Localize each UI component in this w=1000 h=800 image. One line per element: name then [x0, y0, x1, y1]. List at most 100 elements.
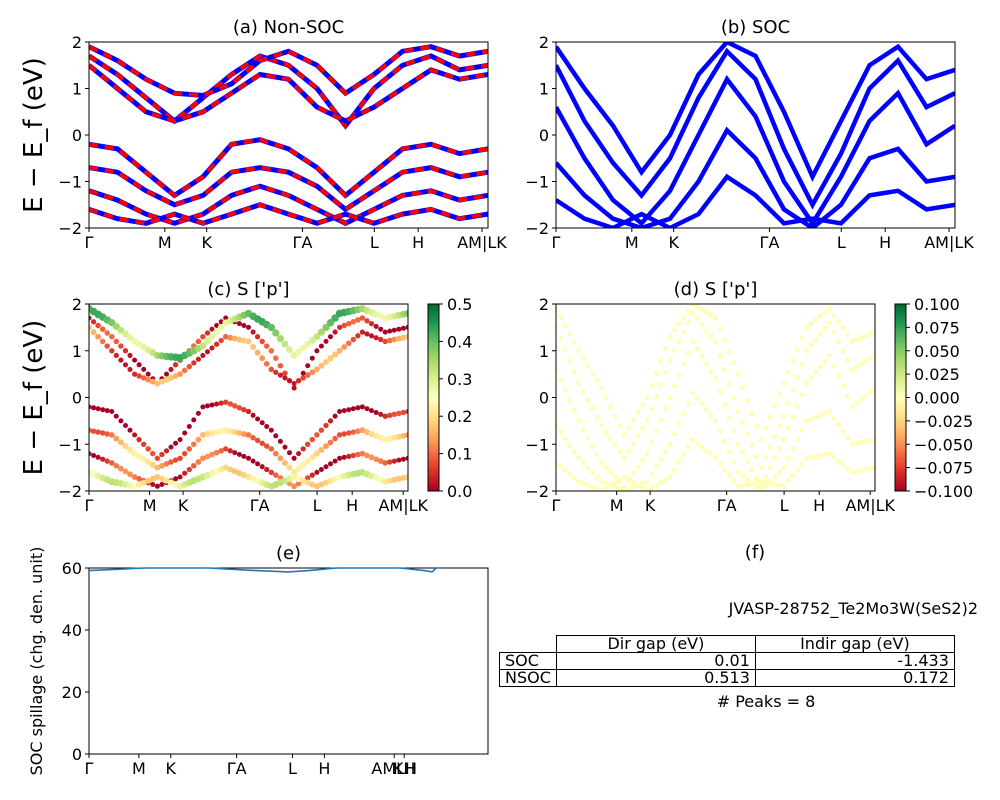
band-point	[556, 306, 559, 312]
x-tick-label: Γ	[552, 496, 561, 515]
band-point	[231, 335, 238, 342]
band-point	[272, 329, 280, 337]
band-point	[872, 465, 875, 471]
row-label-nsoc: NSOC	[499, 669, 557, 687]
band-point	[145, 371, 151, 377]
band-point	[804, 455, 810, 461]
y-tick-label: −2	[525, 482, 549, 501]
band-point	[191, 417, 197, 423]
band-point	[799, 427, 805, 433]
band-point	[571, 339, 577, 345]
band-point	[309, 355, 315, 361]
y-tick-label: −2	[58, 482, 82, 501]
band-point	[232, 450, 238, 456]
cell-nsoc-indir: 0.172	[754, 669, 955, 687]
band-point	[763, 425, 769, 431]
band-point	[749, 442, 755, 448]
band-point	[790, 358, 796, 364]
band-point	[858, 467, 864, 473]
band-line	[556, 42, 955, 183]
band-point	[395, 433, 402, 440]
band-point	[309, 436, 316, 443]
colorbar-tick-label: 0.5	[447, 295, 472, 314]
band-point	[717, 428, 723, 434]
band-point	[817, 364, 823, 370]
y-tick-label: −1	[58, 435, 82, 454]
band-point	[405, 408, 408, 415]
band-point	[845, 357, 851, 363]
band-point	[290, 352, 298, 359]
y-axis-label: E − E_f (eV)	[19, 57, 49, 213]
band-point	[359, 404, 365, 410]
band-point	[140, 375, 147, 381]
band-point	[685, 307, 691, 314]
band-point	[617, 477, 623, 483]
band-point	[327, 439, 334, 446]
colorbar	[894, 303, 907, 492]
x-tick-label: H	[346, 496, 358, 515]
band-point	[835, 373, 842, 379]
band-point	[109, 460, 115, 466]
band-point	[658, 358, 664, 364]
band-point	[835, 458, 842, 464]
x-tick-label: H	[813, 496, 825, 515]
band-point	[328, 334, 333, 340]
band-point	[195, 338, 202, 345]
band-point	[826, 408, 833, 415]
band-point	[676, 321, 682, 327]
band-point	[209, 326, 215, 332]
band-point	[562, 322, 568, 329]
band-point	[612, 442, 618, 448]
band-point	[373, 456, 379, 463]
band-point	[763, 474, 769, 480]
band-point	[589, 484, 596, 490]
band-point	[104, 408, 110, 414]
band-point	[263, 360, 270, 367]
band-point	[89, 451, 92, 457]
band-point	[640, 425, 646, 431]
band-point	[227, 448, 233, 454]
band-point	[808, 342, 814, 348]
band-point	[295, 480, 302, 487]
x-tick-label: L	[288, 759, 297, 778]
band-point	[272, 450, 279, 457]
band-point	[259, 440, 265, 447]
band-point	[108, 432, 115, 438]
band-point	[712, 338, 719, 344]
band-point	[758, 483, 764, 489]
band-point	[99, 338, 106, 345]
cell-soc-dir: 0.01	[555, 652, 756, 670]
band-point	[749, 480, 755, 487]
band-point	[223, 399, 229, 405]
band-point	[195, 436, 202, 443]
band-point	[350, 336, 357, 343]
band-point	[277, 455, 284, 462]
band-point	[826, 352, 833, 358]
band-point	[835, 422, 842, 428]
band-point	[653, 464, 659, 470]
band-point	[794, 374, 801, 380]
band-point	[558, 314, 564, 320]
band-point	[99, 326, 106, 332]
band-point	[259, 464, 265, 470]
band-point	[822, 309, 828, 315]
band-point	[126, 446, 134, 454]
band-point	[571, 449, 577, 455]
axes-frame	[88, 567, 489, 755]
band-point	[690, 437, 696, 443]
panel-c-projection: 2 1 0 −1 −2Γ M K ΓA L H AM|LK (c) S ['p'] E − E_f (e…	[19, 279, 472, 515]
band-point	[671, 431, 678, 437]
band-point	[313, 333, 321, 341]
band-point	[223, 315, 229, 321]
band-point	[308, 337, 316, 344]
x-tick-label: ΓA	[293, 233, 313, 252]
band-point	[562, 387, 568, 393]
band-point	[295, 348, 302, 356]
header-indir-gap: Indir gap (eV)	[754, 635, 955, 653]
band-point	[355, 428, 361, 435]
band-point	[190, 441, 197, 448]
band-point	[740, 420, 746, 426]
band-point	[309, 454, 316, 461]
band-point	[612, 474, 618, 480]
band-point	[186, 446, 193, 452]
